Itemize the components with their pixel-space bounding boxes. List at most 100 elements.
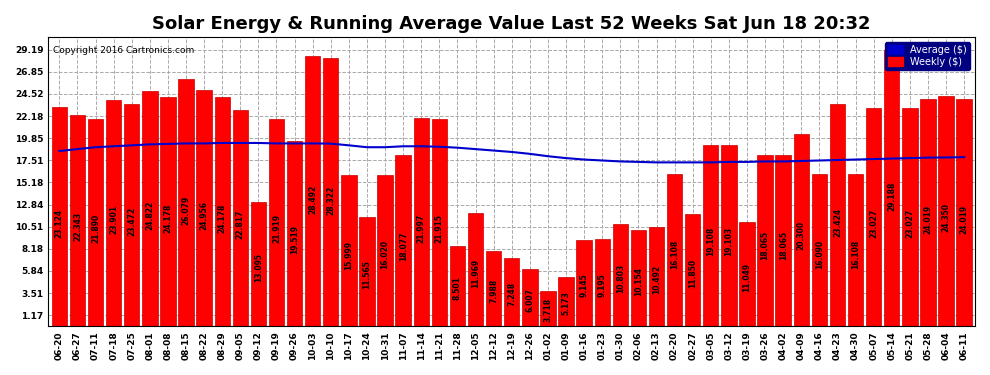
Bar — [449, 246, 465, 326]
Text: 10.154: 10.154 — [634, 267, 643, 296]
Text: 23.027: 23.027 — [905, 209, 915, 238]
Bar — [395, 155, 411, 326]
Text: 16.108: 16.108 — [851, 240, 860, 269]
Text: 16.020: 16.020 — [380, 240, 390, 270]
Bar — [522, 269, 538, 326]
Bar — [342, 175, 356, 326]
Bar — [486, 251, 501, 326]
Bar — [504, 258, 520, 326]
Bar — [250, 202, 266, 326]
Bar — [178, 79, 194, 326]
Text: 19.103: 19.103 — [725, 226, 734, 256]
Bar — [721, 145, 737, 326]
Text: Copyright 2016 Cartronics.com: Copyright 2016 Cartronics.com — [53, 46, 194, 55]
Text: 11.049: 11.049 — [742, 262, 751, 292]
Text: 24.178: 24.178 — [163, 204, 172, 233]
Bar — [812, 174, 827, 326]
Bar — [215, 97, 230, 326]
Bar — [703, 145, 719, 326]
Bar — [757, 155, 773, 326]
Bar — [830, 104, 845, 326]
Bar — [69, 115, 85, 326]
Bar — [613, 224, 628, 326]
Text: 24.019: 24.019 — [924, 205, 933, 234]
Bar — [631, 230, 646, 326]
Text: 11.850: 11.850 — [688, 259, 697, 288]
Bar — [143, 91, 157, 326]
Text: 6.007: 6.007 — [526, 288, 535, 312]
Text: 21.919: 21.919 — [272, 214, 281, 243]
Bar — [468, 213, 483, 326]
Text: 19.108: 19.108 — [706, 226, 716, 256]
Text: 21.997: 21.997 — [417, 214, 426, 243]
Text: 8.501: 8.501 — [453, 276, 462, 300]
Bar — [939, 96, 953, 326]
Bar — [847, 174, 863, 326]
Bar — [269, 118, 284, 326]
Bar — [866, 108, 881, 326]
Text: 9.145: 9.145 — [579, 274, 589, 297]
Text: 11.565: 11.565 — [362, 260, 371, 289]
Bar — [377, 174, 393, 326]
Text: 18.065: 18.065 — [760, 231, 769, 260]
Text: 15.999: 15.999 — [345, 240, 353, 270]
Text: 21.890: 21.890 — [91, 214, 100, 243]
Bar — [323, 58, 339, 326]
Bar — [160, 97, 175, 326]
Bar — [233, 110, 248, 326]
Bar — [648, 227, 664, 326]
Text: 20.300: 20.300 — [797, 221, 806, 251]
Bar — [595, 239, 610, 326]
Bar — [921, 99, 936, 326]
Text: 24.822: 24.822 — [146, 201, 154, 230]
Text: 3.718: 3.718 — [544, 298, 552, 322]
Text: 28.322: 28.322 — [327, 186, 336, 215]
Bar — [88, 119, 103, 326]
Bar — [124, 104, 140, 326]
Text: 7.988: 7.988 — [489, 279, 498, 303]
Bar — [414, 118, 429, 326]
Bar — [902, 108, 918, 326]
Text: 23.027: 23.027 — [869, 209, 878, 238]
Bar — [956, 99, 972, 326]
Text: 22.343: 22.343 — [73, 212, 82, 242]
Text: 29.188: 29.188 — [887, 182, 896, 211]
Text: 23.424: 23.424 — [833, 207, 841, 237]
Bar — [106, 100, 122, 326]
Text: 13.095: 13.095 — [253, 254, 263, 282]
Text: 24.956: 24.956 — [200, 201, 209, 230]
Bar — [558, 277, 574, 326]
Text: 22.817: 22.817 — [236, 210, 245, 239]
Bar — [667, 174, 682, 326]
Bar — [305, 56, 321, 326]
Legend: Average ($), Weekly ($): Average ($), Weekly ($) — [885, 42, 970, 70]
Text: 24.019: 24.019 — [959, 205, 968, 234]
Bar — [541, 291, 555, 326]
Text: 10.803: 10.803 — [616, 264, 625, 293]
Text: 5.173: 5.173 — [561, 291, 570, 315]
Text: 24.178: 24.178 — [218, 204, 227, 233]
Text: 23.901: 23.901 — [109, 205, 118, 234]
Bar — [794, 134, 809, 326]
Bar — [685, 214, 700, 326]
Text: 23.472: 23.472 — [128, 207, 137, 236]
Bar — [775, 155, 791, 326]
Text: 24.350: 24.350 — [941, 203, 950, 232]
Bar — [740, 222, 754, 326]
Text: 11.969: 11.969 — [471, 258, 480, 288]
Bar — [51, 107, 67, 326]
Text: 23.124: 23.124 — [54, 209, 63, 238]
Bar — [359, 217, 374, 326]
Text: 19.519: 19.519 — [290, 225, 299, 254]
Bar — [287, 141, 302, 326]
Text: 9.195: 9.195 — [598, 273, 607, 297]
Text: 26.079: 26.079 — [181, 195, 190, 225]
Text: 18.077: 18.077 — [399, 231, 408, 261]
Text: 10.492: 10.492 — [652, 265, 661, 294]
Bar — [432, 118, 447, 326]
Text: 28.492: 28.492 — [308, 185, 317, 214]
Title: Solar Energy & Running Average Value Last 52 Weeks Sat Jun 18 20:32: Solar Energy & Running Average Value Las… — [152, 15, 871, 33]
Bar — [884, 50, 900, 326]
Text: 7.248: 7.248 — [507, 282, 516, 306]
Text: 16.090: 16.090 — [815, 240, 824, 269]
